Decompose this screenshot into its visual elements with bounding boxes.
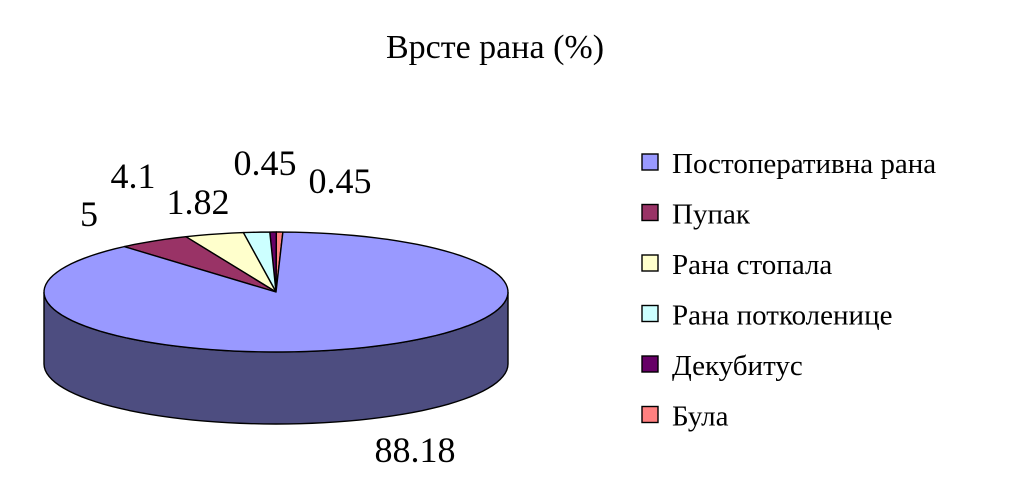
legend-swatch-5	[641, 405, 659, 424]
data-label-3: 1.82	[167, 182, 230, 222]
legend-label-2: Рана стопала	[672, 249, 832, 281]
data-label-5: 0.45	[309, 161, 372, 201]
legend-swatch-1	[641, 203, 659, 222]
legend-label-5: Була	[672, 401, 729, 433]
data-label-2: 4.1	[111, 156, 156, 196]
legend: Постоперативна рана Пупак Рана стопала Рана…	[641, 148, 936, 433]
data-label-4: 0.45	[234, 143, 297, 183]
legend-swatch-0	[641, 153, 659, 171]
chart-title: Врсте рана (%)	[386, 29, 604, 66]
pie-slice-2	[185, 231, 277, 293]
legend-swatch-4	[641, 355, 659, 373]
pie-plot-area	[43, 231, 509, 425]
data-label-0: 88.18	[375, 430, 456, 470]
legend-label-4: Декубитус	[672, 350, 803, 382]
pie-slice-1	[123, 236, 277, 293]
legend-swatch-3	[641, 304, 659, 323]
legend-swatch-2	[641, 254, 659, 272]
legend-label-0: Постоперативна рана	[672, 148, 936, 180]
legend-label-1: Пупак	[672, 199, 751, 231]
pie-slice-0	[43, 231, 509, 353]
legend-label-3: Рана потколенице	[672, 300, 892, 332]
data-label-1: 5	[80, 194, 98, 234]
